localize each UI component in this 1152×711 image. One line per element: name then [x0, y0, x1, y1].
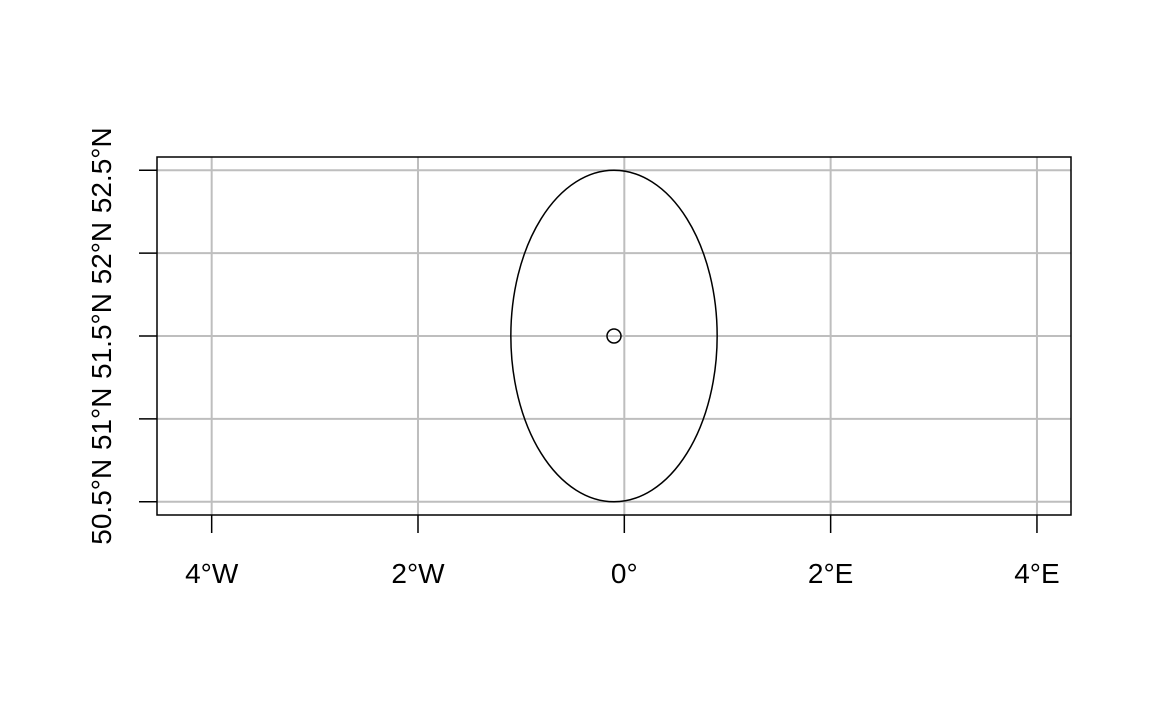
buffer-ellipse	[510, 169, 718, 503]
graticule-grid	[157, 157, 1071, 515]
x-tick-label: 2°E	[808, 558, 853, 589]
y-tick-label: 52°N	[86, 222, 117, 285]
x-tick-label: 4°E	[1014, 558, 1059, 589]
y-tick-label: 51.5°N	[86, 293, 117, 379]
data-point-0	[606, 328, 622, 344]
x-tick-label: 0°	[611, 558, 638, 589]
x-tick-label: 4°W	[185, 558, 239, 589]
x-tick-label: 2°W	[391, 558, 445, 589]
y-tick-label: 52.5°N	[86, 127, 117, 213]
y-tick-label: 51°N	[86, 388, 117, 451]
y-tick-label: 50.5°N	[86, 459, 117, 545]
y-axis: 50.5°N 51°N 51.5°N 52°N 52.5°N	[86, 127, 157, 545]
x-axis: 4°W 2°W 0° 2°E 4°E	[185, 515, 1060, 589]
data-points	[606, 328, 622, 344]
